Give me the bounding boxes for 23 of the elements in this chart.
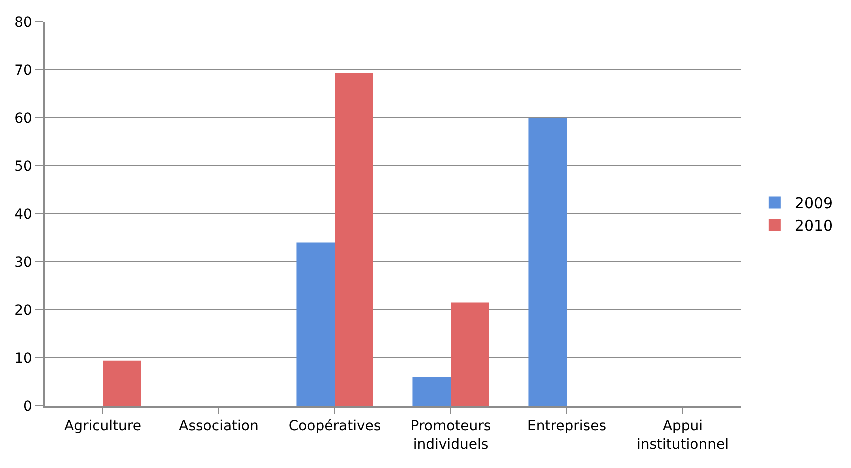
y-tick-label: 0	[24, 398, 32, 415]
bar	[103, 360, 142, 406]
y-tick-label: 50	[14, 158, 32, 175]
y-tick-label: 40	[14, 206, 32, 223]
legend-label: 2009	[794, 194, 834, 213]
y-tick-label: 30	[14, 254, 32, 271]
bar	[412, 377, 451, 406]
y-tick-label: 20	[14, 302, 32, 319]
bar	[528, 118, 567, 406]
y-tick-label: 10	[14, 350, 32, 367]
bar	[296, 242, 335, 406]
x-tick-label: Entreprises	[527, 418, 607, 435]
y-tick-label: 60	[14, 110, 32, 127]
bar	[335, 73, 374, 406]
x-tick-label: Appui institutionnel	[637, 418, 729, 453]
y-tick-label: 80	[14, 14, 32, 31]
x-tick-label: Promoteurs individuels	[410, 418, 492, 453]
x-tick-label: Agriculture	[64, 418, 142, 435]
y-tick-label: 70	[14, 62, 32, 79]
bar	[451, 302, 490, 406]
legend-label: 2010	[794, 217, 834, 236]
x-tick-label: Coopératives	[288, 418, 382, 435]
x-tick-label: Association	[179, 418, 259, 435]
